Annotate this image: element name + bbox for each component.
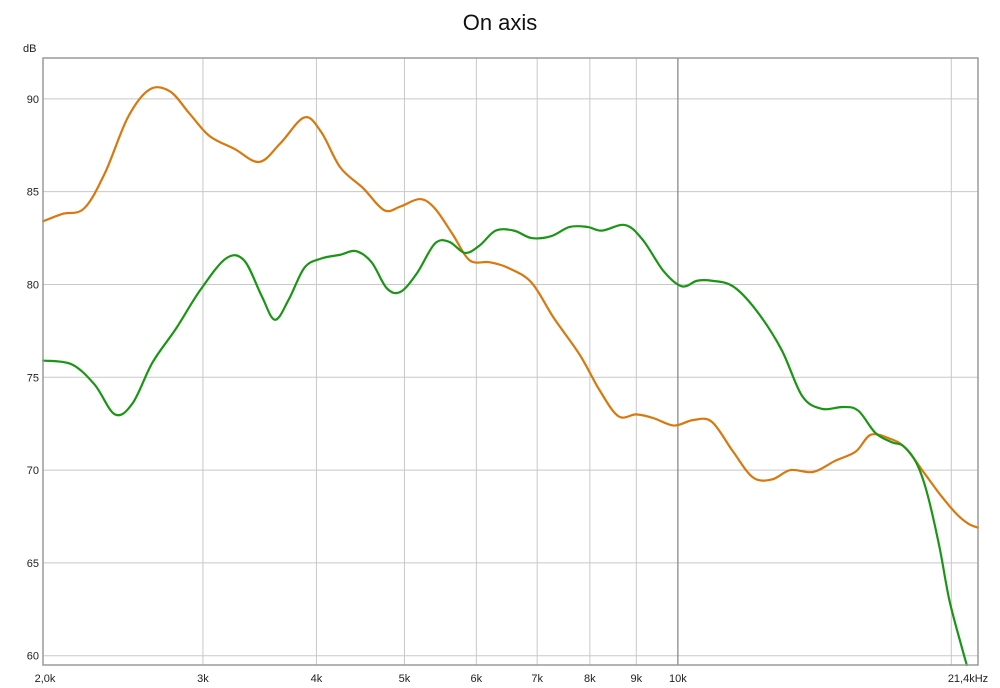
x-tick-label: 7k <box>531 673 543 685</box>
y-tick-label: 70 <box>27 465 39 477</box>
x-tick-label: 10k <box>669 673 687 685</box>
series-orange-line <box>41 86 980 529</box>
y-tick-label: 80 <box>27 279 39 291</box>
grid-lines <box>43 58 978 665</box>
plot-frame <box>42 57 979 666</box>
x-tick-labels: 2,0k 3k 4k 5k 6k 7k 8k 9k 10k 21,4kHz <box>35 673 989 685</box>
x-tick-label: 21,4kHz <box>948 673 988 685</box>
x-tick-label: 3k <box>197 673 209 685</box>
plot-area <box>43 58 978 665</box>
y-tick-label: 85 <box>27 187 39 199</box>
x-tick-label: 4k <box>311 673 323 685</box>
y-tick-label: 60 <box>27 651 39 663</box>
x-tick-label: 5k <box>399 673 411 685</box>
series-green-line <box>41 223 968 667</box>
x-tick-label: 9k <box>631 673 643 685</box>
x-tick-label: 6k <box>471 673 483 685</box>
x-tick-label: 2,0k <box>35 673 56 685</box>
y-tick-labels: 60 65 70 75 80 85 90 <box>27 94 39 663</box>
series-lines <box>41 86 980 667</box>
y-tick-label: 75 <box>27 372 39 384</box>
y-axis-unit-label: dB <box>23 43 36 55</box>
chart-title: On axis <box>463 10 538 35</box>
x-tick-label: 8k <box>584 673 596 685</box>
y-tick-label: 90 <box>27 94 39 106</box>
y-tick-label: 65 <box>27 558 39 570</box>
